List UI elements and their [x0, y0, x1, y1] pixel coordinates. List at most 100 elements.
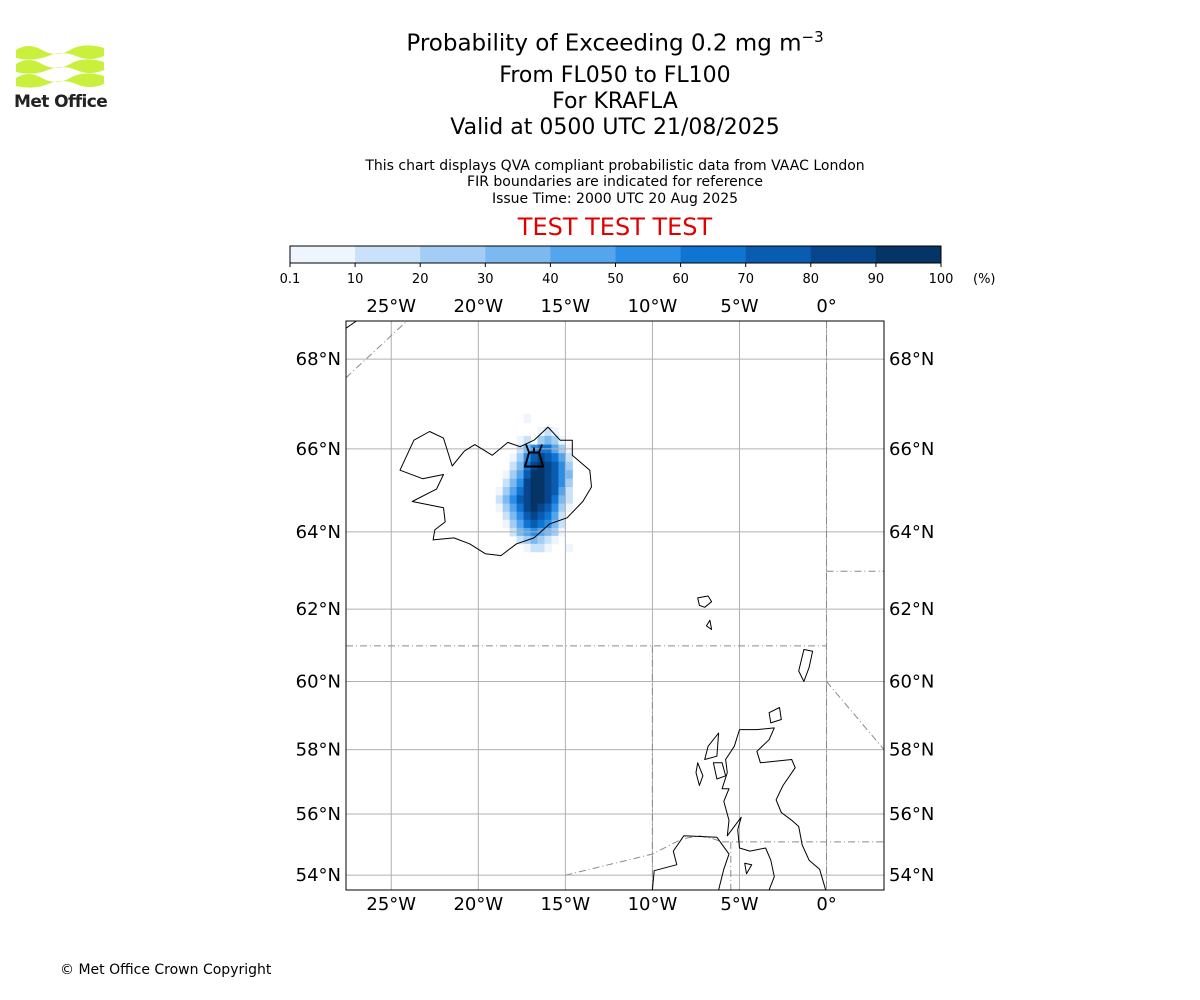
probability-cell [530, 535, 539, 545]
probability-cell [530, 495, 539, 505]
probability-cell [523, 519, 532, 529]
probability-cell [523, 495, 532, 505]
probability-cell [537, 511, 545, 521]
right-lat-label: 62°N [889, 599, 934, 620]
probability-cell [537, 495, 545, 505]
probability-cell [558, 470, 566, 480]
probability-cell [544, 543, 552, 553]
left-lat-label: 60°N [296, 672, 341, 693]
probability-cell [502, 495, 511, 505]
probability-cell [537, 478, 545, 488]
probability-cell [509, 487, 518, 496]
coastline-faroes [697, 595, 713, 608]
probability-cell [551, 519, 559, 529]
fir-boundary [826, 681, 884, 750]
probability-cell [523, 503, 532, 513]
probability-cell [530, 487, 539, 496]
probability-cell [530, 478, 539, 488]
right-lat-label: 64°N [889, 522, 934, 543]
probability-cell [544, 478, 552, 488]
bottom-lon-label: 0° [816, 894, 836, 915]
probability-cell [502, 478, 511, 488]
probability-cell [544, 511, 552, 521]
map-frame [345, 320, 885, 891]
probability-cell [530, 503, 539, 513]
right-lat-label: 66°N [889, 439, 934, 460]
probability-cell [551, 427, 559, 437]
chart-title: Probability of Exceeding 0.2 mg m−3 [0, 28, 1200, 57]
colorbar-tick-label: 0.1 [280, 272, 301, 287]
probability-cell [516, 470, 525, 480]
bottom-lon-label: 25°W [366, 894, 416, 915]
top-lon-label: 0° [816, 296, 836, 317]
probability-cell [565, 478, 573, 488]
coastline-lewis [704, 732, 720, 760]
probability-cell [565, 503, 573, 513]
colorbar-tick-label: 60 [672, 272, 689, 287]
colorbar-segment [810, 246, 877, 263]
coastline-orkney [768, 707, 782, 724]
probability-cell [509, 461, 518, 471]
probability-cell [551, 487, 559, 496]
left-lat-label: 62°N [296, 599, 341, 620]
probability-cell [523, 543, 532, 553]
probability-cell [544, 435, 552, 446]
left-lat-label: 68°N [296, 349, 341, 370]
probability-cell [558, 461, 566, 471]
probability-cell [502, 511, 511, 521]
probability-cell [516, 535, 525, 545]
probability-cell [558, 503, 566, 513]
colorbar-tick-label: 50 [607, 272, 624, 287]
bottom-lon-label: 5°W [720, 894, 758, 915]
probability-cell [523, 487, 532, 496]
coastline-greenland [346, 321, 364, 329]
probability-cell [537, 435, 545, 446]
probability-cell [537, 470, 545, 480]
probability-cell [516, 478, 525, 488]
probability-cell [565, 487, 573, 496]
note-line-2: FIR boundaries are indicated for referen… [467, 174, 763, 190]
probability-cell [516, 487, 525, 496]
probability-cell [537, 519, 545, 529]
probability-cell [509, 495, 518, 505]
coastline-faroes [705, 619, 713, 630]
coastline-iceland [399, 426, 592, 557]
probability-cell [509, 519, 518, 529]
probability-cell [551, 453, 559, 463]
coastline-shetland [798, 649, 814, 682]
colorbar-segment [745, 246, 812, 263]
probability-cell [558, 511, 566, 521]
volcano-name: For KRAFLA [552, 89, 678, 114]
coastline-uists [695, 762, 704, 786]
colorbar-segment [485, 246, 551, 263]
colorbar-tick-label: 90 [868, 272, 885, 287]
bottom-lon-label: 10°W [628, 894, 678, 915]
probability-cell [558, 453, 566, 463]
probability-cell [537, 535, 545, 545]
probability-cell [565, 461, 573, 471]
colorbar-segment [290, 246, 356, 263]
probability-cell [544, 519, 552, 529]
right-lat-label: 58°N [889, 740, 934, 761]
left-lat-label: 66°N [296, 439, 341, 460]
probability-cell [516, 495, 525, 505]
left-lat-label: 56°N [296, 804, 341, 825]
probability-cell [565, 453, 573, 463]
top-lon-label: 10°W [628, 296, 678, 317]
coastline-skye [712, 762, 727, 780]
probability-cell [544, 495, 552, 505]
probability-cell [516, 503, 525, 513]
met-office-logo-text: Met Office [14, 92, 108, 112]
probability-cell [502, 519, 511, 529]
probability-cell [551, 503, 559, 513]
probability-cell [495, 487, 504, 496]
valid-time: Valid at 0500 UTC 21/08/2025 [450, 115, 780, 140]
volcano-icon [523, 444, 545, 468]
probability-cell [537, 427, 545, 437]
probability-cell [565, 543, 573, 553]
probability-cell [516, 453, 525, 463]
colorbar-tick-label: 100 [929, 272, 954, 287]
probability-cell [523, 478, 532, 488]
top-lon-label: 15°W [541, 296, 591, 317]
